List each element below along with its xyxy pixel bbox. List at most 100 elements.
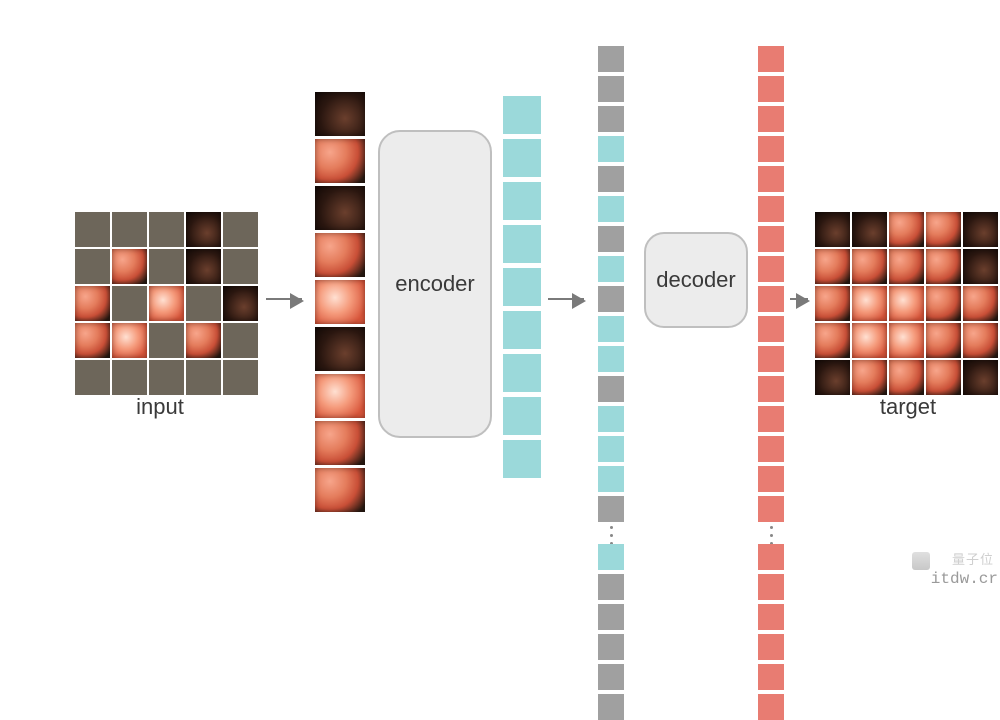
- encoder-token-shuffled: [598, 136, 624, 162]
- watermark-logo-icon: [912, 552, 930, 570]
- target-image-patch: [852, 249, 887, 284]
- input-mask-patch: [149, 249, 184, 284]
- target-image-patch: [963, 212, 998, 247]
- input-mask-patch: [186, 286, 221, 321]
- decoder-token: [758, 406, 784, 432]
- mask-token: [598, 496, 624, 522]
- encoder-token-shuffled: [598, 544, 624, 570]
- input-image-patch: [186, 212, 221, 247]
- mask-token: [598, 166, 624, 192]
- encoder-token-shuffled: [598, 256, 624, 282]
- visible-patch: [315, 468, 365, 512]
- mask-token: [598, 376, 624, 402]
- encoder-token-shuffled: [598, 346, 624, 372]
- visible-patch: [315, 374, 365, 418]
- mask-token: [598, 604, 624, 630]
- target-image-patch: [963, 286, 998, 321]
- input-mask-patch: [75, 249, 110, 284]
- input-image-patch: [149, 286, 184, 321]
- input-mask-patch: [149, 360, 184, 395]
- mask-token: [598, 76, 624, 102]
- mask-token: [598, 286, 624, 312]
- decoder-token: [758, 604, 784, 630]
- target-image-patch: [889, 360, 924, 395]
- target-image-patch: [926, 286, 961, 321]
- encoder-token: [503, 96, 541, 134]
- decoder-token: [758, 694, 784, 720]
- target-image-patch: [926, 323, 961, 358]
- target-image-patch: [815, 360, 850, 395]
- target-image-patch: [926, 212, 961, 247]
- encoder-token-shuffled: [598, 436, 624, 462]
- encoder-token-shuffled: [598, 196, 624, 222]
- decoder-token: [758, 316, 784, 342]
- input-image-patch: [186, 323, 221, 358]
- mask-token: [598, 106, 624, 132]
- mask-token: [598, 226, 624, 252]
- visible-patch: [315, 327, 365, 371]
- input-image-patch: [112, 249, 147, 284]
- encoder-token: [503, 268, 541, 306]
- mask-token: [598, 694, 624, 720]
- target-image-patch: [852, 323, 887, 358]
- mask-token: [598, 634, 624, 660]
- watermark-url: itdw.cr: [931, 570, 998, 588]
- target-image-patch: [815, 249, 850, 284]
- decoder-module: decoder: [644, 232, 748, 328]
- target-image-patch: [889, 249, 924, 284]
- input-image-patch: [186, 249, 221, 284]
- decoder-token: [758, 226, 784, 252]
- input-image-patch: [75, 323, 110, 358]
- encoder-token: [503, 139, 541, 177]
- decoder-token: [758, 466, 784, 492]
- arrow-1: [266, 298, 302, 300]
- arrow-3: [790, 298, 808, 300]
- decoder-token: [758, 106, 784, 132]
- target-image-patch: [852, 360, 887, 395]
- input-mask-patch: [223, 360, 258, 395]
- input-image-patch: [75, 286, 110, 321]
- input-mask-patch: [75, 212, 110, 247]
- input-mask-patch: [223, 212, 258, 247]
- target-image-patch: [815, 286, 850, 321]
- target-image-patch: [963, 360, 998, 395]
- visible-patch: [315, 421, 365, 465]
- decoder-token: [758, 166, 784, 192]
- target-label: target: [858, 394, 958, 420]
- encoder-token: [503, 182, 541, 220]
- decoder-token: [758, 256, 784, 282]
- watermark-text: 量子位: [952, 549, 994, 568]
- encoder-token: [503, 354, 541, 392]
- input-mask-patch: [186, 360, 221, 395]
- arrow-2: [548, 298, 584, 300]
- input-mask-patch: [112, 286, 147, 321]
- input-mask-patch: [75, 360, 110, 395]
- input-image-patch: [112, 323, 147, 358]
- decoder-token: [758, 46, 784, 72]
- visible-patch: [315, 280, 365, 324]
- target-image-patch: [926, 249, 961, 284]
- target-image-patch: [963, 249, 998, 284]
- decoder-token: [758, 544, 784, 570]
- decoder-token: [758, 376, 784, 402]
- encoder-token: [503, 311, 541, 349]
- encoder-token-shuffled: [598, 406, 624, 432]
- input-image-patch: [223, 286, 258, 321]
- encoder-module: encoder: [378, 130, 492, 438]
- ellipsis: [608, 526, 614, 545]
- input-label: input: [110, 394, 210, 420]
- input-mask-patch: [112, 212, 147, 247]
- mask-token: [598, 664, 624, 690]
- target-image-patch: [889, 212, 924, 247]
- ellipsis: [768, 526, 774, 545]
- decoder-token: [758, 436, 784, 462]
- decoder-token: [758, 346, 784, 372]
- decoder-token: [758, 286, 784, 312]
- target-image-patch: [852, 212, 887, 247]
- visible-patch: [315, 139, 365, 183]
- visible-patch: [315, 233, 365, 277]
- input-mask-patch: [223, 323, 258, 358]
- mask-token: [598, 574, 624, 600]
- target-image-patch: [815, 323, 850, 358]
- visible-patch: [315, 186, 365, 230]
